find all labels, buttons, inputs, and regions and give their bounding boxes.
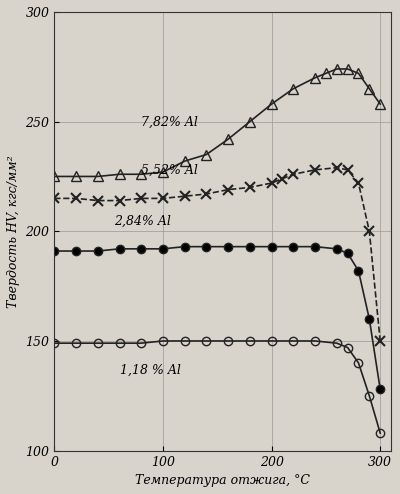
Text: 5,52% Al: 5,52% Al (141, 165, 198, 177)
Text: 7,82% Al: 7,82% Al (141, 116, 198, 129)
X-axis label: Температура отжига, °С: Температура отжига, °С (135, 474, 310, 487)
Y-axis label: Твердость HV, кгс/мм²: Твердость HV, кгс/мм² (7, 155, 20, 308)
Text: 1,18 % Al: 1,18 % Al (120, 364, 180, 377)
Text: 2,84% Al: 2,84% Al (114, 215, 171, 228)
